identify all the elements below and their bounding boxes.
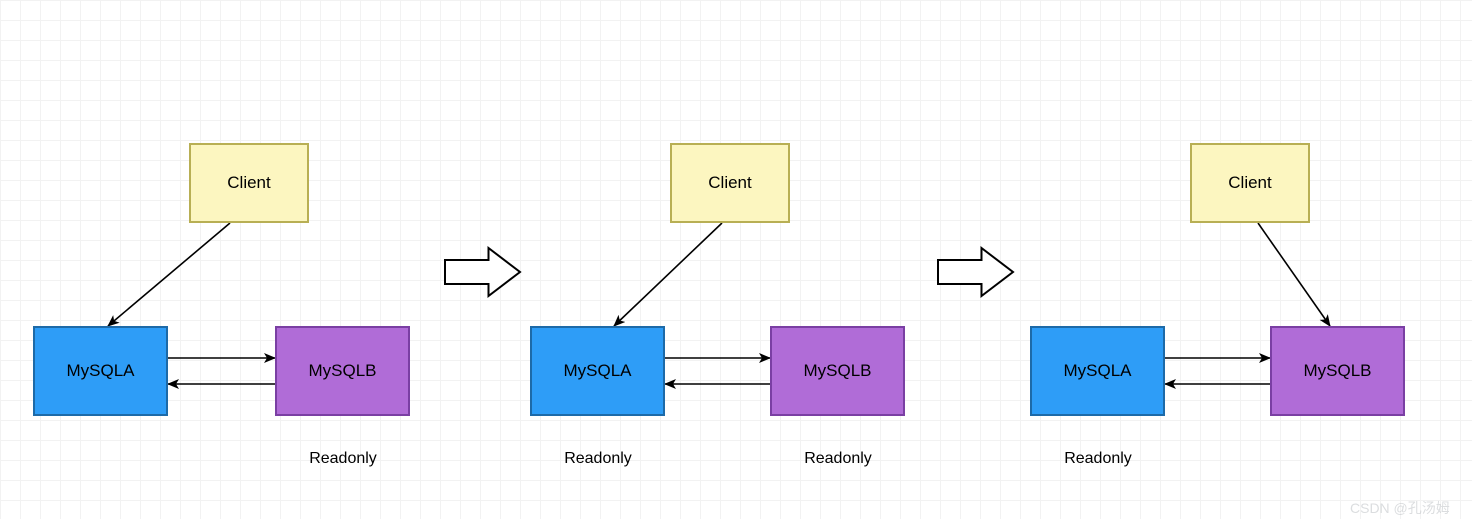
readonly-label: Readonly [303, 450, 383, 468]
node-c3: Client [1190, 143, 1310, 223]
node-label: Client [227, 173, 270, 193]
node-a1: MySQLA [33, 326, 168, 416]
node-b2: MySQLB [770, 326, 905, 416]
readonly-label: Readonly [1058, 450, 1138, 468]
node-label: MySQLB [803, 361, 871, 381]
label-text: Readonly [804, 450, 872, 467]
label-text: Readonly [564, 450, 632, 467]
edge-arrow [1258, 223, 1330, 326]
node-label: Client [1228, 173, 1271, 193]
watermark: CSDN @孔汤姆 [1350, 498, 1450, 518]
label-text: Readonly [309, 450, 377, 467]
node-b1: MySQLB [275, 326, 410, 416]
node-label: MySQLA [1063, 361, 1131, 381]
edge-arrow [108, 223, 230, 326]
readonly-label: Readonly [558, 450, 638, 468]
node-b3: MySQLB [1270, 326, 1405, 416]
node-a2: MySQLA [530, 326, 665, 416]
node-label: MySQLB [1303, 361, 1371, 381]
node-label: MySQLB [308, 361, 376, 381]
node-c2: Client [670, 143, 790, 223]
node-label: Client [708, 173, 751, 193]
node-label: MySQLA [563, 361, 631, 381]
transition-arrow-icon [445, 248, 520, 296]
node-c1: Client [189, 143, 309, 223]
edge-arrow [614, 223, 722, 326]
diagram-canvas: CSDN @孔汤姆 Client MySQLA MySQLB Client MySQLA… [0, 0, 1472, 519]
label-text: Readonly [1064, 450, 1132, 467]
readonly-label: Readonly [798, 450, 878, 468]
node-label: MySQLA [66, 361, 134, 381]
node-a3: MySQLA [1030, 326, 1165, 416]
svg-overlay [0, 0, 1472, 519]
transition-arrow-icon [938, 248, 1013, 296]
